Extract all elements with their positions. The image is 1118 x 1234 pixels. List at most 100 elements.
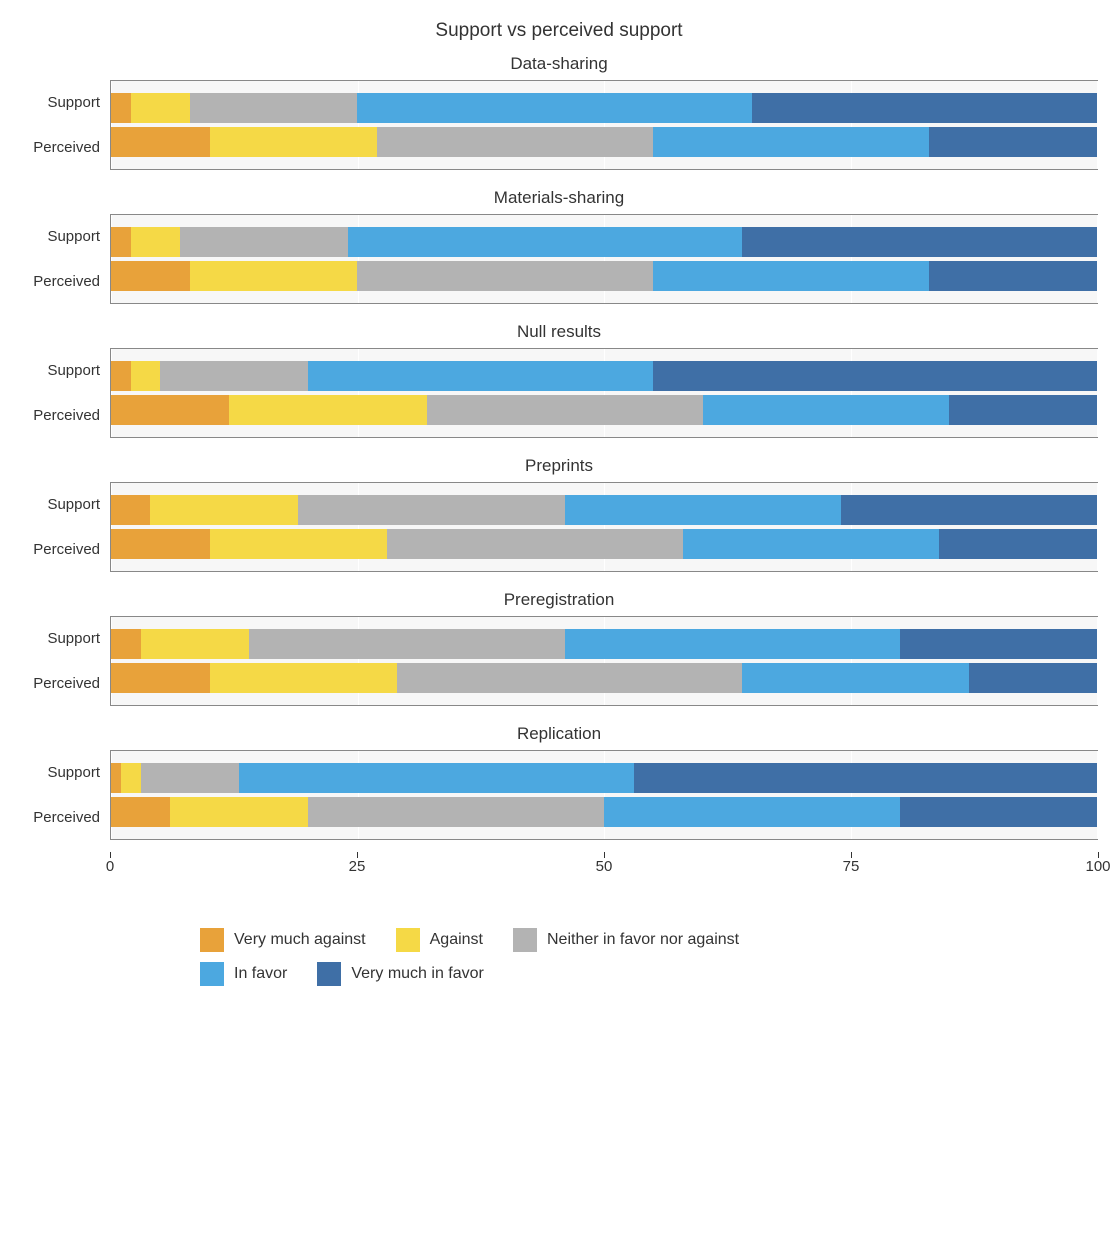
bar-segment xyxy=(111,763,121,793)
plot-area xyxy=(110,80,1098,170)
legend-row: In favorVery much in favor xyxy=(200,962,1000,996)
bar-segment xyxy=(249,629,565,659)
x-tick-label: 100 xyxy=(1085,858,1110,875)
grid-line xyxy=(1097,81,1098,169)
legend: Very much against Against Neither in favor… xyxy=(200,928,1000,996)
bar-segment xyxy=(949,395,1097,425)
bar-segment xyxy=(377,127,653,157)
panel-body: Support Perceived xyxy=(20,80,1098,170)
bar-segment xyxy=(929,127,1097,157)
y-label: Support xyxy=(20,84,100,122)
legend-swatch xyxy=(317,962,341,986)
bar-row xyxy=(111,93,1097,123)
y-label: Support xyxy=(20,620,100,658)
bar-segment xyxy=(683,529,939,559)
panel-title: Materials-sharing xyxy=(20,188,1098,208)
y-labels: Support Perceived xyxy=(20,616,110,706)
panel: Materials-sharing SupportPerceived xyxy=(20,188,1098,304)
bar-segment xyxy=(308,797,604,827)
bar-segment xyxy=(180,227,348,257)
panel-body: SupportPerceived xyxy=(20,214,1098,304)
panel-body: SupportPerceived xyxy=(20,482,1098,572)
bar-segment xyxy=(239,763,633,793)
grid-line xyxy=(1097,751,1098,839)
panel-body: Support Perceived xyxy=(20,750,1098,840)
bar-segment xyxy=(298,495,564,525)
bar-segment xyxy=(131,227,180,257)
plot-area xyxy=(110,616,1098,706)
bar-segment xyxy=(111,261,190,291)
bar-row xyxy=(111,529,1097,559)
bar-segment xyxy=(111,127,210,157)
y-label: Perceived xyxy=(20,397,100,435)
bar-segment xyxy=(160,361,308,391)
bar-segment xyxy=(111,663,210,693)
y-label: Perceived xyxy=(20,665,100,703)
legend-item: Neither in favor nor against xyxy=(513,928,739,952)
bar-segment xyxy=(634,763,1097,793)
x-tick-label: 0 xyxy=(106,858,114,875)
panel-title: Preregistration xyxy=(20,590,1098,610)
bar-segment xyxy=(357,261,653,291)
bar-segment xyxy=(427,395,703,425)
bar-segment xyxy=(900,797,1097,827)
plot-area xyxy=(110,482,1098,572)
y-label: Support xyxy=(20,218,100,256)
panel: Preregistration Support Perceived xyxy=(20,590,1098,706)
x-tick-label: 25 xyxy=(349,858,366,875)
panel: Null resultsSupportPerceived xyxy=(20,322,1098,438)
legend-swatch xyxy=(200,962,224,986)
bar-segment xyxy=(397,663,742,693)
bar-row xyxy=(111,663,1097,693)
legend-label: Very much against xyxy=(234,931,366,949)
bar-segment xyxy=(150,495,298,525)
bar-row xyxy=(111,629,1097,659)
y-labels: SupportPerceived xyxy=(20,482,110,572)
y-label: Support xyxy=(20,486,100,524)
bar-segment xyxy=(348,227,742,257)
legend-label: Very much in favor xyxy=(351,965,484,983)
legend-label: Neither in favor nor against xyxy=(547,931,739,949)
x-axis: 0255075100 xyxy=(110,858,1098,898)
bar-segment xyxy=(131,361,161,391)
bar-segment xyxy=(742,663,969,693)
bar-segment xyxy=(111,529,210,559)
legend-item: Against xyxy=(396,928,483,952)
bar-segment xyxy=(653,361,1097,391)
bar-segment xyxy=(357,93,751,123)
bar-segment xyxy=(190,93,358,123)
plot-area xyxy=(110,348,1098,438)
bar-segment xyxy=(111,629,141,659)
bar-segment xyxy=(752,93,1097,123)
panels-container: Data-sharing Support Perceived Materials-sh… xyxy=(20,54,1098,840)
y-label: Perceived xyxy=(20,129,100,167)
grid-line xyxy=(1097,483,1098,571)
y-labels: Support Perceived xyxy=(20,80,110,170)
y-label: Perceived xyxy=(20,799,100,837)
legend-item: Very much in favor xyxy=(317,962,484,986)
bar-row xyxy=(111,127,1097,157)
legend-swatch xyxy=(513,928,537,952)
bar-segment xyxy=(111,495,150,525)
y-label: Support xyxy=(20,754,100,792)
plot-area xyxy=(110,214,1098,304)
y-label: Support xyxy=(20,352,100,390)
bar-segment xyxy=(111,797,170,827)
bar-segment xyxy=(121,763,141,793)
bar-row xyxy=(111,361,1097,391)
bar-segment xyxy=(170,797,308,827)
main-title: Support vs perceived support xyxy=(20,20,1098,42)
bar-segment xyxy=(308,361,653,391)
bar-segment xyxy=(604,797,900,827)
panel-title: Data-sharing xyxy=(20,54,1098,74)
bar-segment xyxy=(141,629,249,659)
y-labels: Support Perceived xyxy=(20,750,110,840)
bar-segment xyxy=(653,261,929,291)
bar-row xyxy=(111,395,1097,425)
panel-title: Replication xyxy=(20,724,1098,744)
panel: Data-sharing Support Perceived xyxy=(20,54,1098,170)
panel-body: Support Perceived xyxy=(20,348,1098,438)
bar-segment xyxy=(900,629,1097,659)
bar-row xyxy=(111,495,1097,525)
bar-segment xyxy=(111,93,131,123)
